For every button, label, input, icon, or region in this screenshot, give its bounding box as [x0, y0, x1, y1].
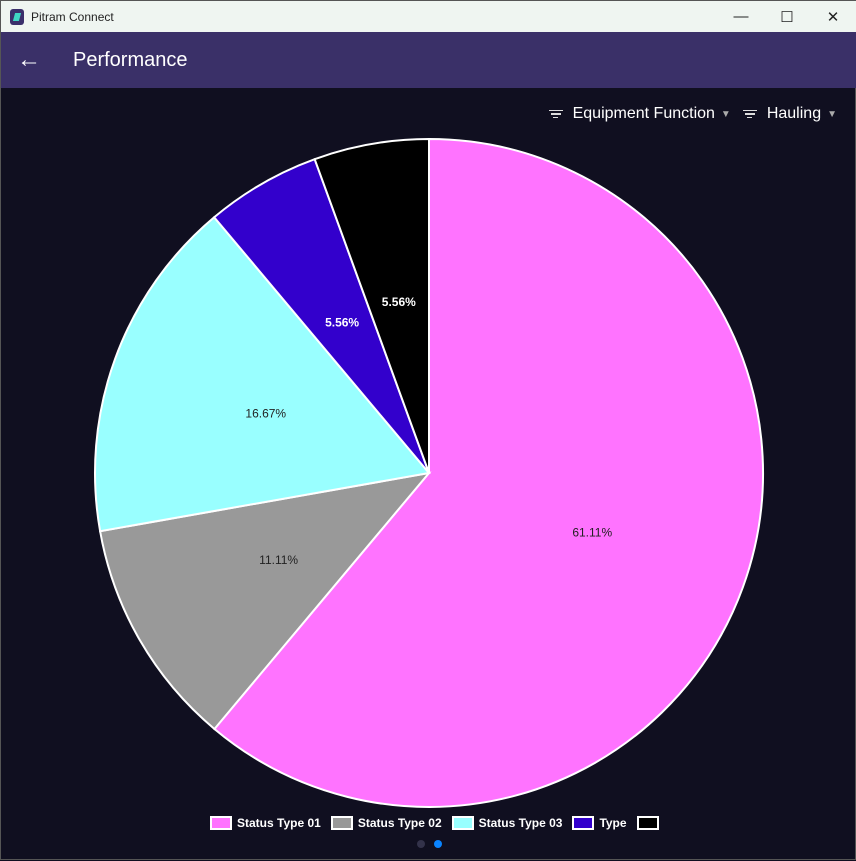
back-arrow-icon[interactable]: ← [17, 46, 41, 73]
app-header: ← Performance [1, 32, 856, 88]
caret-down-icon: ▼ [827, 108, 837, 120]
filter-bar: Equipment Function ▼ Hauling ▼ [537, 105, 837, 123]
minimize-button[interactable]: — [733, 8, 749, 25]
pie-slice[interactable] [94, 215, 431, 533]
slice-data-label: 61.11% [572, 525, 612, 539]
legend-swatch [451, 816, 474, 830]
legend-swatch [330, 816, 353, 830]
hauling-filter[interactable]: Hauling ▼ [742, 105, 837, 123]
close-button[interactable]: ✕ [826, 8, 840, 26]
legend-label: Status Type 03 [478, 816, 563, 830]
legend-swatch [210, 816, 232, 830]
page-title: Performance [73, 48, 188, 71]
legend-item[interactable]: Status Type 01 [210, 816, 321, 830]
pie-slice[interactable] [213, 137, 764, 808]
filter-label: Equipment Function [572, 105, 715, 122]
filter-icon [548, 109, 563, 119]
caret-down-icon: ▼ [720, 108, 731, 120]
filter-icon [742, 109, 757, 119]
page-dot[interactable] [417, 840, 425, 848]
slice-data-label: 11.11% [259, 553, 298, 567]
pie-slice[interactable] [98, 471, 432, 731]
legend-swatch [572, 816, 595, 830]
legend-swatch [636, 816, 659, 830]
legend-item[interactable]: Status Type 02 [330, 816, 442, 830]
legend-item[interactable] [636, 816, 664, 830]
app-icon [10, 8, 24, 25]
legend-label: Status Type 01 [237, 816, 321, 830]
slice-data-label: 16.67% [245, 407, 286, 421]
slice-data-label: 5.56% [325, 316, 359, 330]
chart-legend: Status Type 01 Status Type 02 Status Type … [210, 816, 674, 830]
slice-data-label: 5.56% [382, 295, 416, 309]
legend-item[interactable]: Type [572, 816, 627, 830]
page-dot[interactable] [434, 840, 442, 848]
filter-label: Hauling [766, 105, 822, 122]
maximize-button[interactable]: ☐ [780, 8, 794, 26]
pie-slice[interactable] [313, 137, 430, 474]
window-title: Pitram Connect [31, 9, 114, 24]
legend-label: Status Type 02 [357, 816, 442, 830]
title-bar: Pitram Connect — ☐ ✕ [1, 1, 856, 32]
legend-label: Type [599, 816, 627, 830]
legend-item[interactable]: Status Type 03 [451, 816, 563, 830]
page-indicator [417, 840, 442, 848]
equipment-function-filter[interactable]: Equipment Function ▼ [548, 105, 731, 123]
